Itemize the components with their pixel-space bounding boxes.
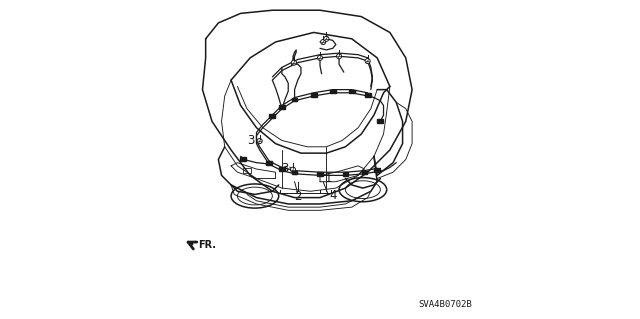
Circle shape <box>324 36 329 41</box>
Text: 2: 2 <box>294 189 301 203</box>
Circle shape <box>337 54 342 59</box>
Circle shape <box>291 167 296 172</box>
Circle shape <box>257 138 262 144</box>
Text: 3: 3 <box>248 134 255 147</box>
Circle shape <box>365 58 370 63</box>
Text: SVA4B0702B: SVA4B0702B <box>419 300 472 309</box>
Text: FR.: FR. <box>198 240 216 250</box>
Text: 1: 1 <box>324 172 332 185</box>
Text: 4: 4 <box>330 189 337 202</box>
Circle shape <box>317 55 323 60</box>
Text: 3: 3 <box>281 162 288 175</box>
Circle shape <box>291 60 296 65</box>
Circle shape <box>321 40 326 45</box>
